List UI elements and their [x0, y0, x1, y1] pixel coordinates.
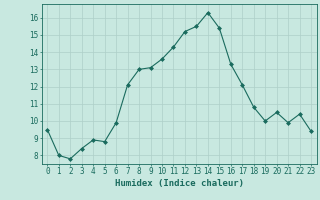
X-axis label: Humidex (Indice chaleur): Humidex (Indice chaleur) [115, 179, 244, 188]
